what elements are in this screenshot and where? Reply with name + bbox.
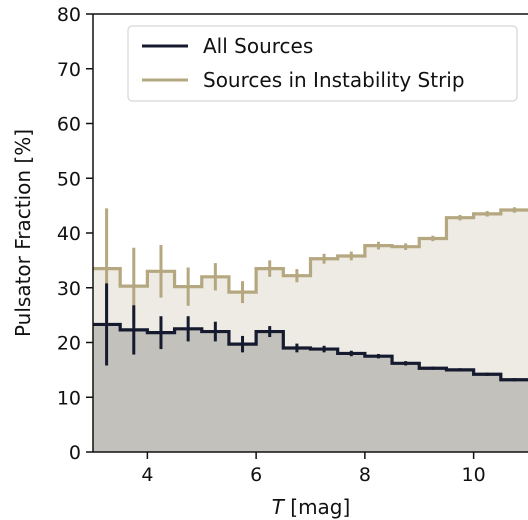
error-bars — [105, 207, 516, 382]
histogram-fills — [93, 210, 528, 452]
y-tick-label: 60 — [57, 114, 81, 136]
y-tick-label: 80 — [57, 4, 81, 26]
y-axis-title: Pulsator Fraction [%] — [11, 129, 35, 337]
legend-label-instability-strip: Sources in Instability Strip — [203, 68, 465, 92]
legend-frame — [127, 25, 518, 102]
y-tick-label: 30 — [57, 278, 81, 300]
y-tick-label: 20 — [57, 333, 81, 355]
legend-label-all-sources: All Sources — [203, 34, 313, 58]
y-tick-label: 50 — [57, 168, 81, 190]
x-tick-label: 4 — [141, 464, 153, 486]
histogram-steps — [93, 208, 528, 382]
x-tick-label: 6 — [250, 464, 262, 486]
x-axis-title: T [mag] — [272, 495, 351, 519]
y-tick-label: 10 — [57, 387, 81, 409]
legend: All Sources Sources in Instability Strip — [127, 25, 518, 102]
x-tick-label: 8 — [359, 464, 371, 486]
fill-all-sources — [93, 324, 528, 452]
x-ticks: 4 6 8 10 — [141, 452, 486, 486]
x-axis-variable: T — [272, 495, 286, 519]
step-line-all-sources — [93, 322, 528, 382]
x-axis-unit: [mag] — [284, 495, 350, 519]
x-tick-label: 10 — [462, 464, 486, 486]
y-tick-label: 0 — [69, 442, 81, 464]
step-line-instability-strip — [93, 208, 528, 294]
y-tick-label: 40 — [57, 223, 81, 245]
y-tick-label: 70 — [57, 59, 81, 81]
y-ticks: 0 10 20 30 40 50 60 70 80 — [57, 4, 93, 464]
